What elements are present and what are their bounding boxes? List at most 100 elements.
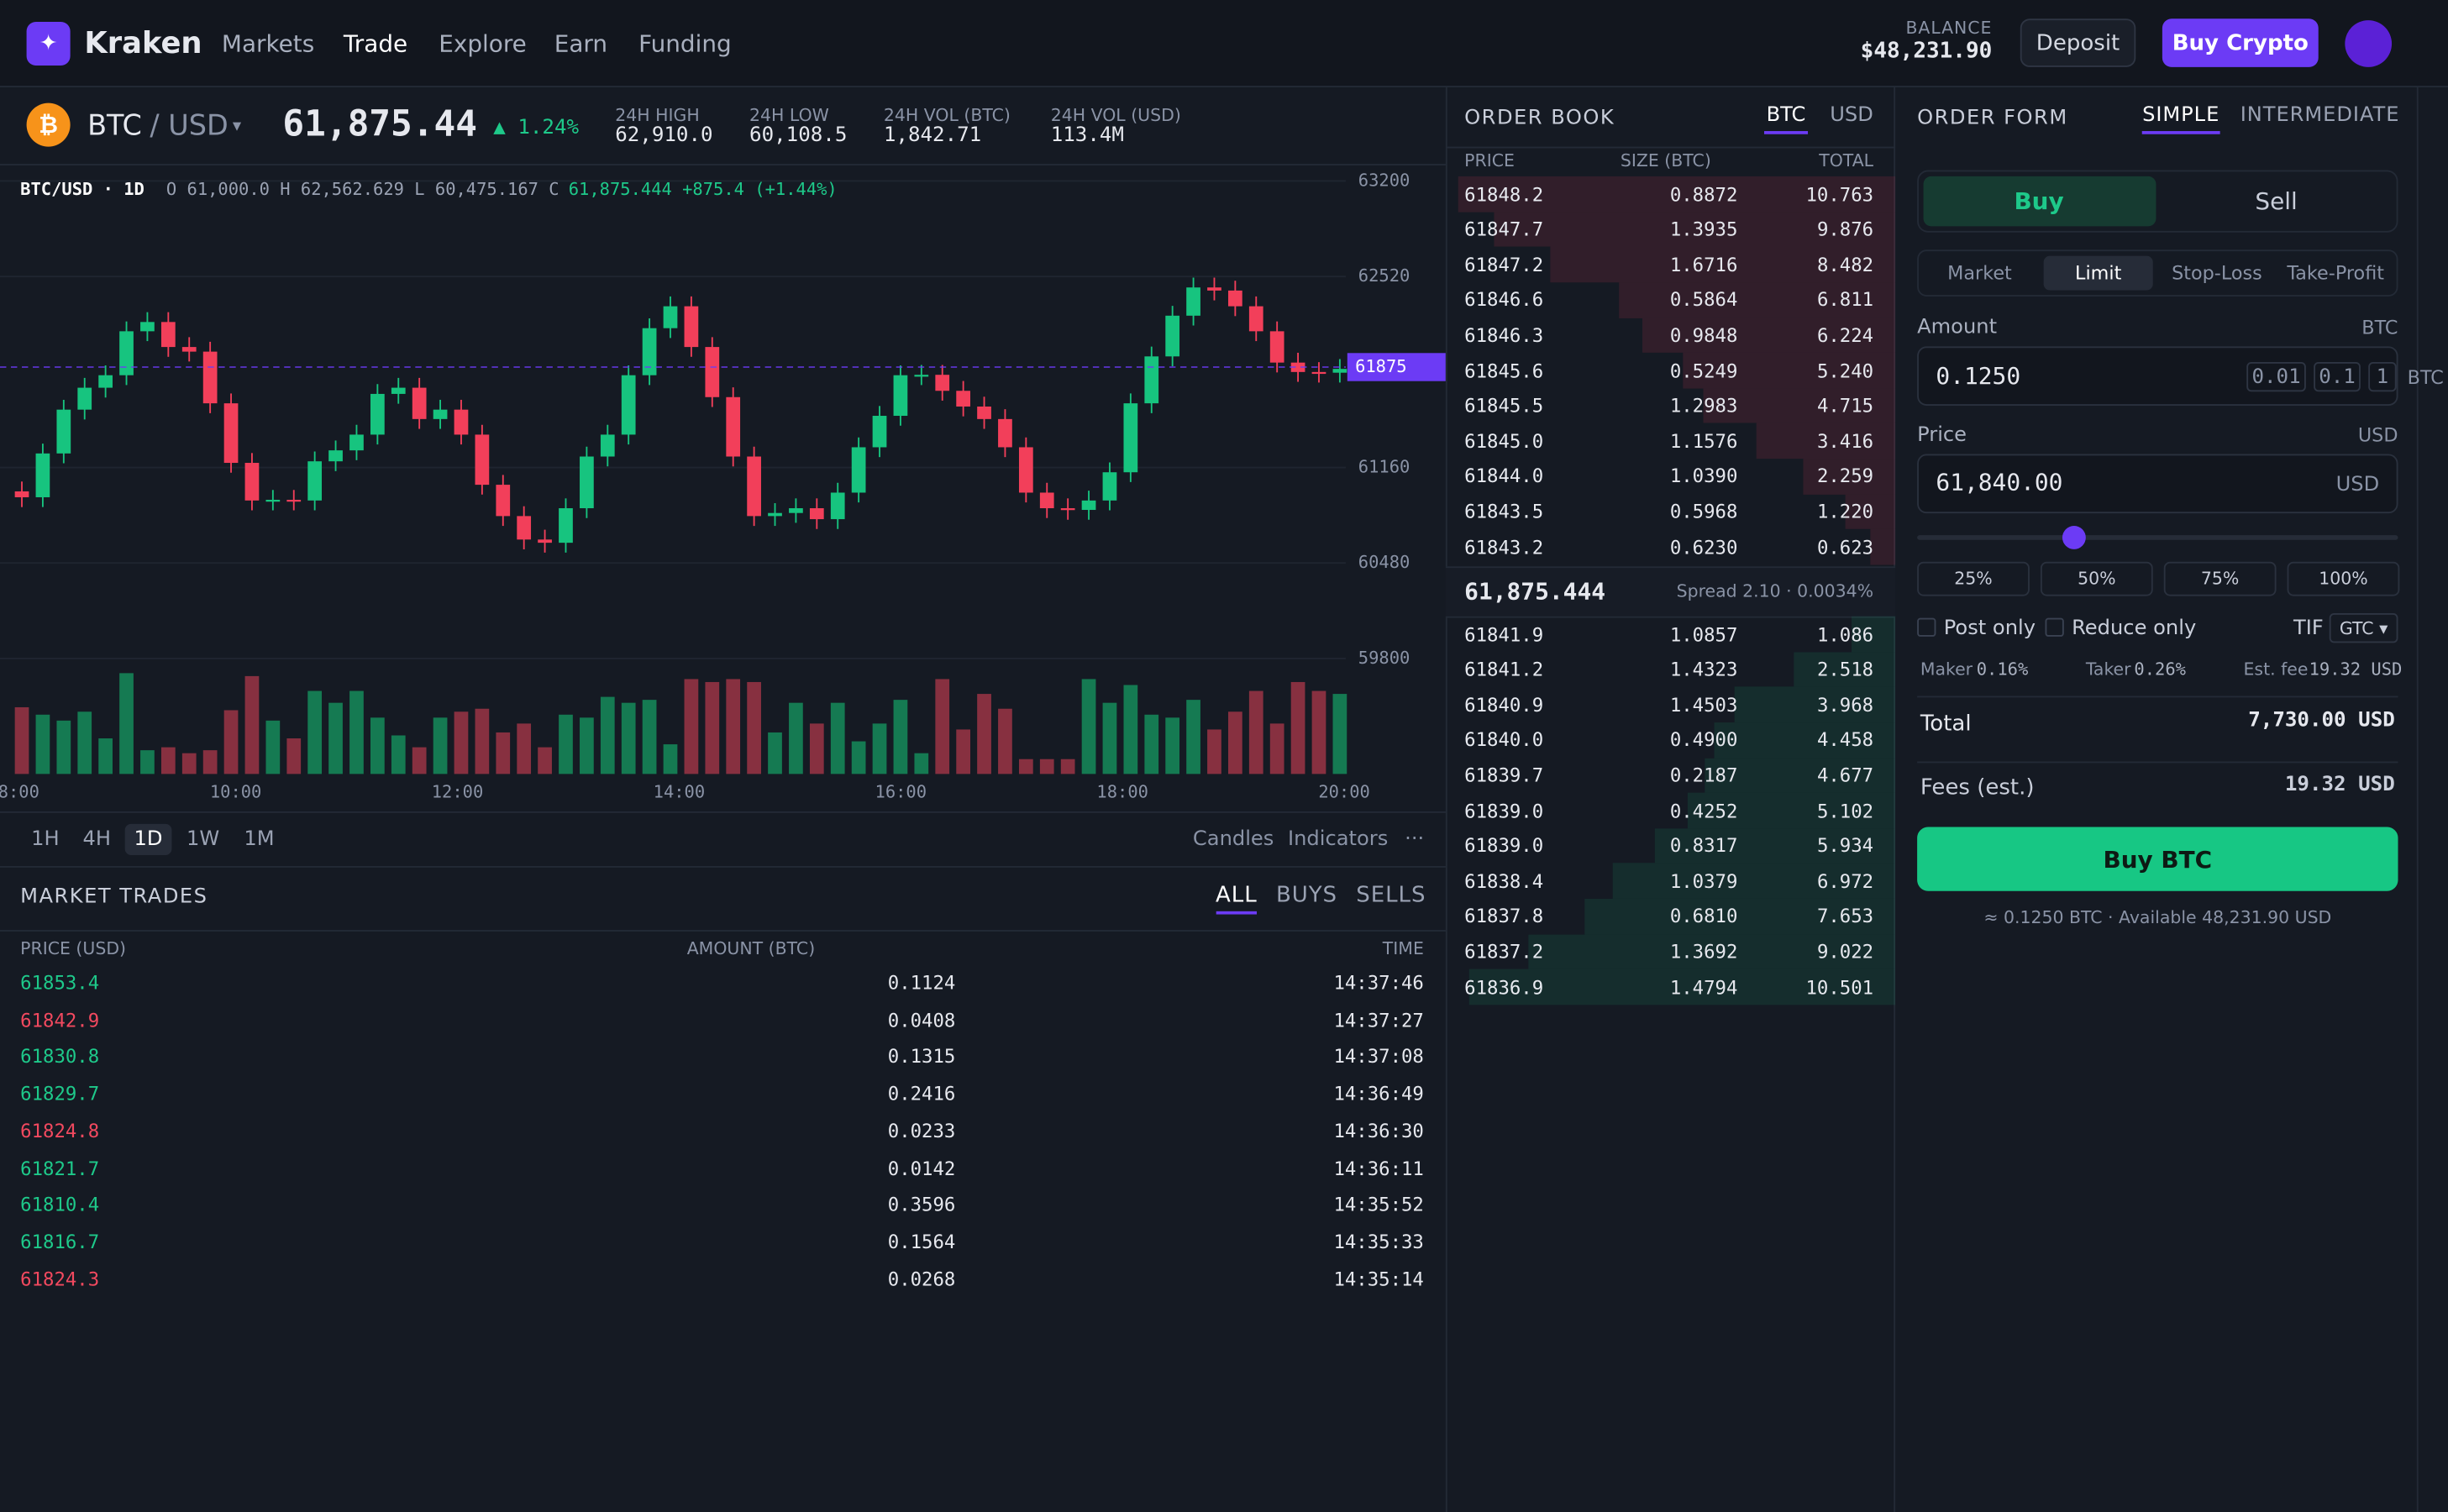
volume-bar (98, 738, 113, 774)
ob-total: 2.518 (1816, 659, 1874, 681)
percent-label[interactable]: 100% (2319, 569, 2368, 590)
submit-text[interactable]: Buy BTC (2103, 845, 2213, 874)
post-only-check[interactable] (1917, 617, 1936, 637)
percent-button[interactable] (2040, 561, 2153, 596)
form-tab[interactable]: INTERMEDIATE (2240, 103, 2400, 128)
ob-total: 9.876 (1816, 218, 1874, 241)
chart-tool[interactable]: Candles (1192, 827, 1274, 852)
candle-body (935, 375, 950, 391)
ob-price: 61843.2 (1464, 536, 1544, 559)
trades-header: AMOUNT (BTC) (686, 938, 816, 959)
depth-bar (1851, 617, 1896, 653)
volume-bar (1290, 681, 1305, 774)
trades-tab[interactable]: BUYS (1275, 883, 1337, 909)
total-value: 7,730.00 USD (2248, 709, 2395, 733)
unit-tab[interactable]: BTC (1766, 103, 1806, 128)
timeframe-option[interactable]: 4H (82, 827, 111, 852)
percent-button[interactable] (2287, 561, 2400, 596)
stat-label: 24H HIGH (615, 105, 700, 126)
trades-divider (0, 930, 1446, 932)
percent-button[interactable] (1917, 561, 2030, 596)
reduce-only-check[interactable] (2045, 617, 2064, 637)
ob-total: 1.220 (1816, 501, 1874, 523)
nav-link[interactable]: Trade (343, 29, 408, 58)
deposit-button[interactable] (2020, 18, 2136, 67)
percent-label[interactable]: 50% (2078, 569, 2116, 590)
order-type[interactable]: Take-Profit (2287, 262, 2384, 285)
unit-tab[interactable]: USD (1830, 103, 1873, 128)
ob-header: SIZE (BTC) (1620, 150, 1711, 171)
quick-amount-box[interactable] (2246, 361, 2306, 392)
timeframe-option[interactable]: 1W (186, 827, 220, 852)
timeframe-option[interactable]: 1D (134, 827, 163, 852)
volume-bar (1039, 759, 1054, 774)
submit-button[interactable] (1917, 827, 2398, 891)
slider-knob[interactable] (2062, 526, 2086, 549)
volume-bar (35, 714, 50, 774)
trade-amount: 0.2416 (887, 1083, 956, 1105)
order-type[interactable]: Market (1947, 262, 2012, 285)
avatar[interactable] (2345, 20, 2393, 67)
quick-amount[interactable]: 0.1 (2319, 365, 2356, 390)
candle-body (1039, 492, 1054, 509)
candle-body (286, 499, 302, 502)
price-input[interactable] (1917, 454, 2398, 514)
candle-body (642, 328, 657, 375)
volume-bar (1165, 717, 1180, 774)
volume-bar (307, 690, 323, 774)
candle-body (1311, 371, 1326, 375)
nav-link[interactable]: Markets (221, 29, 315, 58)
quick-amount-box[interactable] (2314, 361, 2361, 392)
trade-time: 14:35:33 (1333, 1231, 1424, 1253)
balance-value: $48,231.90 (1860, 39, 1993, 65)
volume-bar (684, 679, 699, 774)
nav-link[interactable]: Funding (638, 29, 732, 58)
mid-price: 61,875.444 (1464, 577, 1606, 606)
chart-tool[interactable]: Indicators (1287, 827, 1389, 852)
tab-underline (1763, 131, 1809, 134)
percent-button[interactable] (2163, 561, 2277, 596)
side-toggle (1917, 170, 2398, 233)
pair-dropdown[interactable]: ▾ (232, 115, 242, 136)
volume-bar (454, 711, 469, 774)
depth-bar (1468, 969, 1896, 1005)
candle-body (1123, 403, 1138, 473)
deposit-text[interactable]: Deposit (2036, 31, 2120, 56)
ob-total: 5.934 (1816, 834, 1874, 857)
ob-total: 4.715 (1816, 395, 1874, 417)
order-type[interactable]: Limit (2075, 262, 2122, 285)
ob-price: 61844.0 (1464, 465, 1544, 488)
side-buy[interactable]: Buy (2014, 186, 2064, 216)
timeframe-option[interactable]: 1H (31, 827, 60, 852)
nav-link[interactable]: Earn (554, 29, 608, 58)
side-sell[interactable]: Sell (2255, 186, 2298, 216)
reduce-only-label: Reduce only (2072, 617, 2197, 641)
trade-time: 14:35:52 (1333, 1194, 1424, 1216)
x-tick-label: 10:00 (210, 782, 261, 802)
order-type[interactable]: Stop-Loss (2172, 262, 2262, 285)
percent-label[interactable]: 25% (1954, 569, 1993, 590)
timeframe-option[interactable]: 1M (244, 827, 275, 852)
form-tab[interactable]: SIMPLE (2142, 103, 2220, 128)
trades-tab[interactable]: SELLS (1356, 883, 1426, 909)
buy-side[interactable] (1923, 176, 2156, 227)
order-type-active (2043, 255, 2153, 291)
quick-amount[interactable]: 0.01 (2251, 365, 2301, 390)
amount-input[interactable] (1917, 346, 2398, 406)
ob-price: 61846.6 (1464, 289, 1544, 312)
tif-select[interactable] (2329, 613, 2398, 643)
ob-size: 0.5249 (1669, 360, 1738, 382)
fees-value: 19.32 USD (2284, 773, 2395, 797)
candle-body (893, 375, 908, 417)
nav-link[interactable]: Explore (439, 29, 527, 58)
buy-crypto-text[interactable]: Buy Crypto (2172, 31, 2309, 56)
quick-amount[interactable]: 1 (2376, 365, 2389, 390)
depth-bar (1654, 828, 1896, 864)
trade-time: 14:36:49 (1333, 1083, 1424, 1105)
tif-value[interactable]: GTC ▾ (2339, 618, 2388, 639)
quick-amount-box[interactable] (2368, 361, 2397, 392)
buy-crypto-button[interactable] (2162, 18, 2319, 67)
chart-tool[interactable]: ··· (1405, 827, 1425, 852)
trades-tab[interactable]: ALL (1216, 883, 1258, 909)
percent-label[interactable]: 75% (2200, 569, 2240, 590)
